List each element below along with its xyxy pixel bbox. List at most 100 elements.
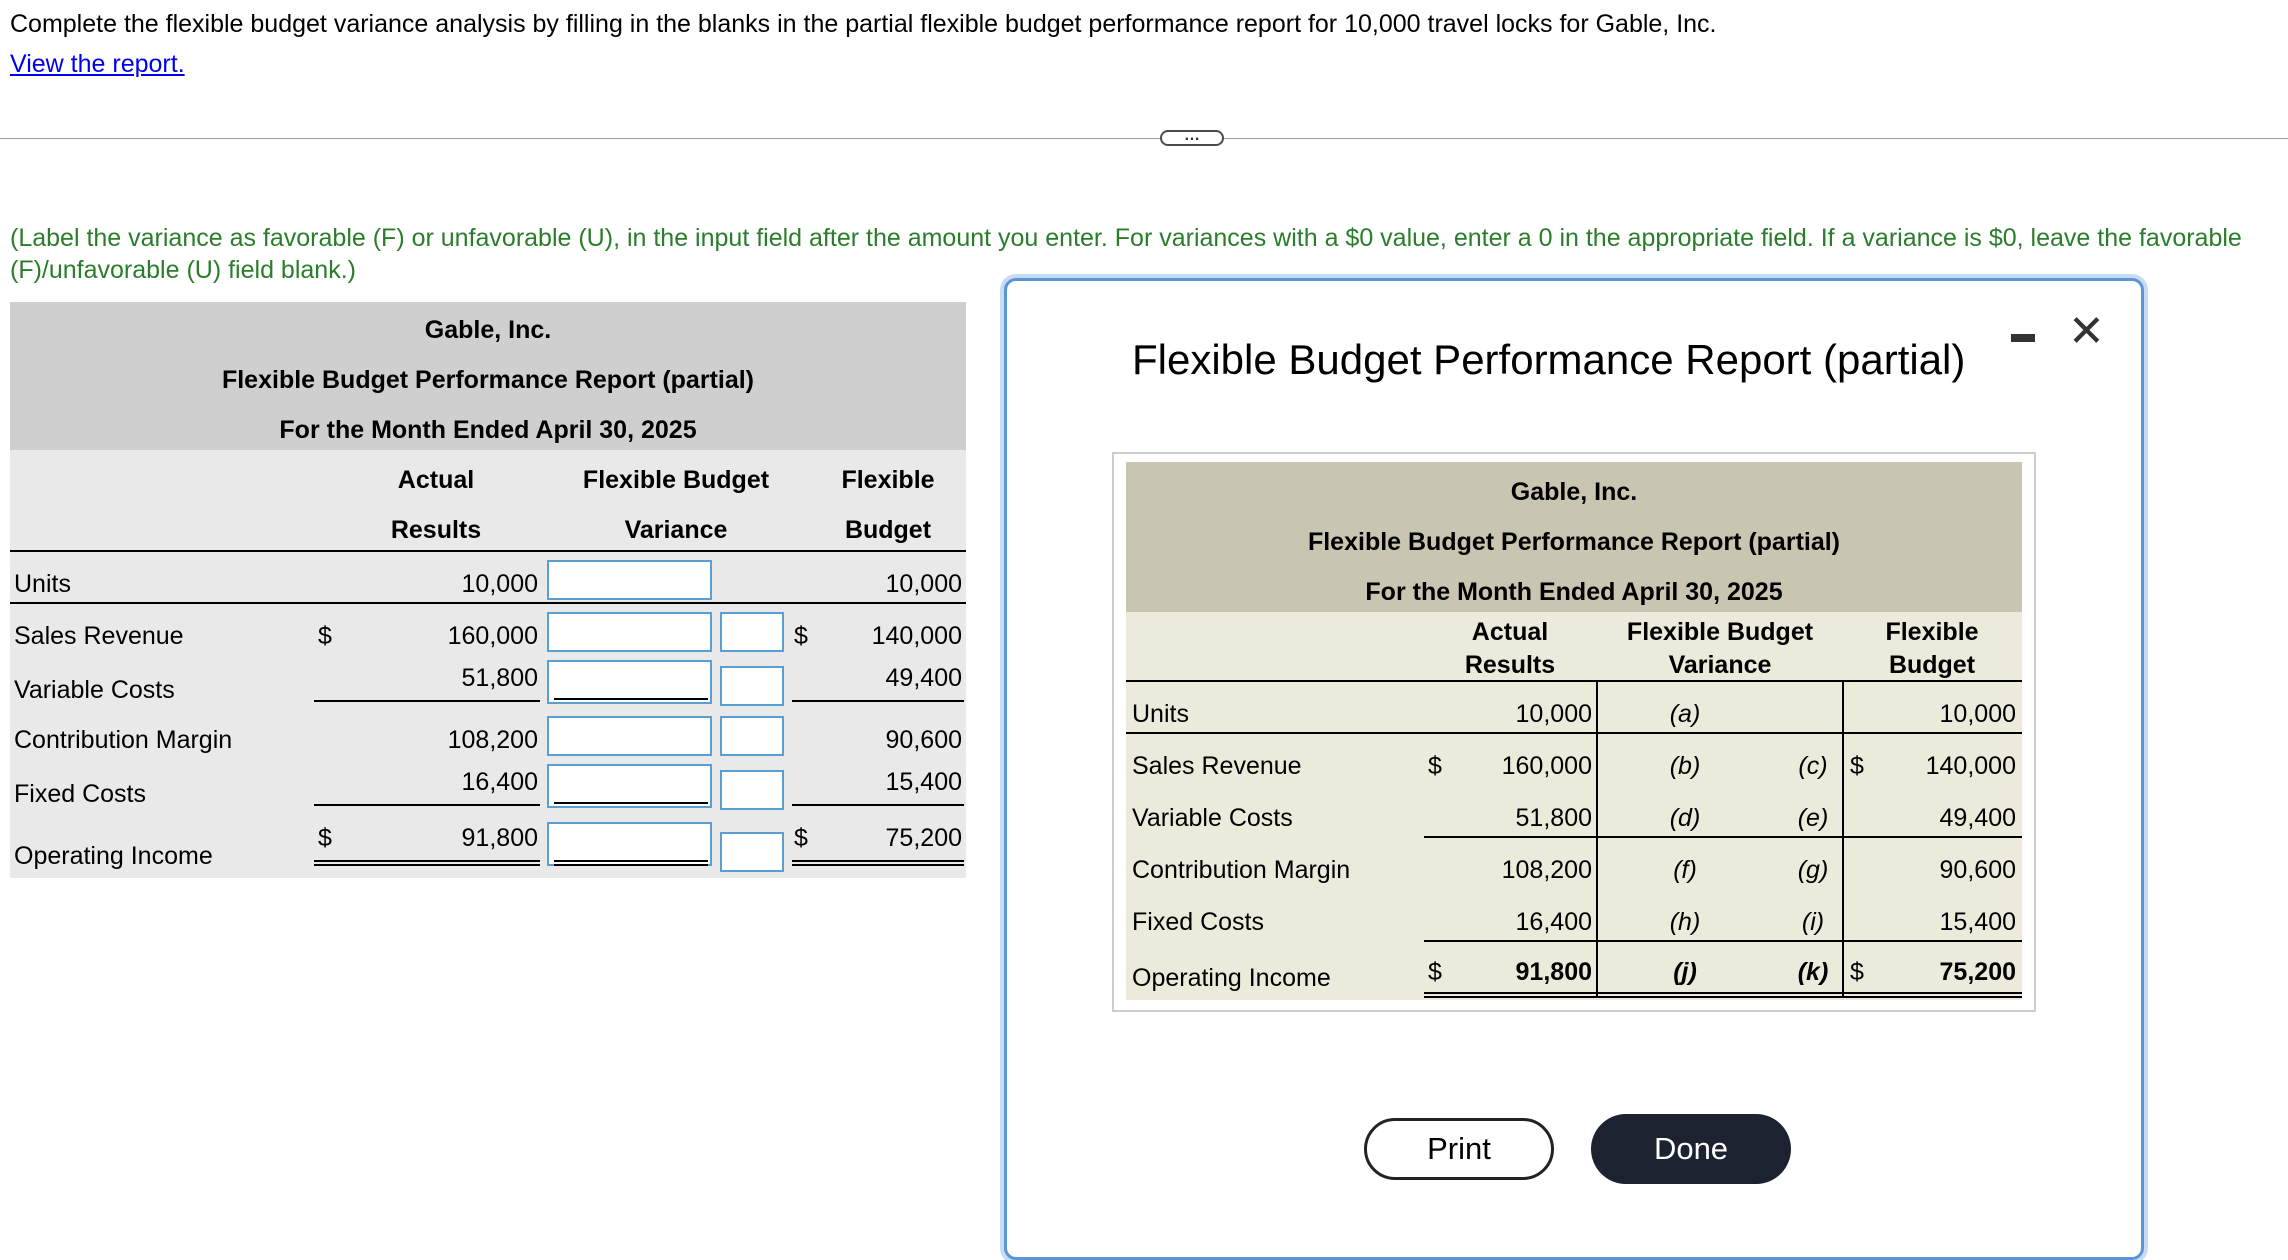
modal-operating-flex: 75,200 [1939,958,2016,986]
modal-variable-flex: 49,400 [1939,804,2016,832]
print-button[interactable]: Print [1364,1118,1554,1180]
modal-sales-dollar-sign: $ [1428,752,1442,780]
modal-report-title: Flexible Budget Performance Report (part… [1307,528,1841,556]
close-icon[interactable]: ✕ [2068,307,2105,356]
subtotal-rule [792,804,964,806]
row-label-sales: Sales Revenue [14,622,184,650]
modal-operating-dollar-sign: $ [1428,958,1442,986]
col-variance-header: Flexible Budget [582,466,770,494]
modal-variable-actual: 51,800 [1515,804,1592,832]
row-label-contribution: Contribution Margin [14,726,233,754]
left-report-header [10,302,966,450]
fixed-actual: 16,400 [461,768,538,796]
row-rule [10,602,966,604]
sales-actual: 160,000 [447,622,538,650]
modal-company-name: Gable, Inc. [1510,478,1638,506]
subtotal-rule [314,804,540,806]
row-label-operating-income: Operating Income [14,842,213,870]
view-report-link[interactable]: View the report. [10,50,185,78]
modal-operating-fu: (k) [1797,958,1829,986]
col-flex-header: Flexible [841,466,935,494]
modal-sales-variance: (b) [1669,752,1701,780]
modal-col-variance-header: Flexible Budget Variance [1626,618,1814,679]
modal-variable-fu: (e) [1797,804,1829,832]
sales-flex-dollar-sign: $ [794,622,808,650]
units-variance-input[interactable] [547,560,712,600]
modal-subtotal-rule [1424,940,2022,942]
col-flex-header-2: Budget [844,516,932,544]
fixed-flex: 15,400 [885,768,962,796]
modal-fixed-actual: 16,400 [1515,908,1592,936]
sales-dollar-sign: $ [318,622,332,650]
units-actual: 10,000 [461,570,538,598]
modal-row-rule [1126,732,2022,734]
modal-fixed-flex: 15,400 [1939,908,2016,936]
modal-header-rule [1126,680,2022,682]
modal-units-variance: (a) [1669,700,1701,728]
subtotal-rule [314,700,540,702]
modal-total-double-rule [1424,992,2022,998]
row-label-units: Units [14,570,71,598]
modal-variable-variance: (d) [1669,804,1701,832]
contribution-actual: 108,200 [447,726,538,754]
contribution-flex: 90,600 [885,726,962,754]
row-label-fixed-costs: Fixed Costs [14,780,146,808]
variable-variance-input[interactable] [547,660,712,704]
modal-col-flex-header: Flexible Budget [1885,618,1979,679]
modal-contribution-variance: (f) [1673,856,1697,884]
variable-fu-input[interactable] [720,666,784,706]
sales-fu-input[interactable] [720,612,784,652]
company-name: Gable, Inc. [424,316,552,344]
minimize-icon[interactable] [2011,334,2035,342]
modal-units-actual: 10,000 [1515,700,1592,728]
modal-units-flex: 10,000 [1939,700,2016,728]
contribution-variance-input[interactable] [547,716,712,756]
modal-row-label-fixed-costs: Fixed Costs [1132,908,1264,936]
operating-fu-input[interactable] [720,832,784,872]
expand-button[interactable]: … [1160,128,1224,146]
row-label-variable-costs: Variable Costs [14,676,175,704]
col-actual-header: Actual [397,466,475,494]
modal-col-separator [1596,682,1598,998]
done-button[interactable]: Done [1591,1114,1791,1184]
operating-flex: 75,200 [885,824,962,852]
subtotal-rule [792,700,964,702]
modal-report-header [1126,462,2022,612]
col-variance-header-2: Variance [624,516,728,544]
contribution-fu-input[interactable] [720,716,784,756]
modal-operating-variance: (j) [1673,958,1697,986]
units-flex: 10,000 [885,570,962,598]
modal-col-actual-header: Actual Results [1464,618,1556,679]
fixed-fu-input[interactable] [720,770,784,810]
modal-row-label-variable-costs: Variable Costs [1132,804,1293,832]
sales-variance-input[interactable] [547,612,712,652]
modal-sales-flex: 140,000 [1925,752,2016,780]
modal-report-body [1126,612,2022,1000]
modal-row-label-sales: Sales Revenue [1132,752,1302,780]
modal-contribution-flex: 90,600 [1939,856,2016,884]
fixed-variance-input[interactable] [547,764,712,808]
modal-contribution-fu: (g) [1797,856,1829,884]
variable-actual: 51,800 [461,664,538,692]
operating-dollar-sign: $ [318,824,332,852]
operating-actual: 91,800 [461,824,538,852]
operating-variance-input[interactable] [547,822,712,866]
subtotal-rule [554,698,708,700]
modal-row-label-operating-income: Operating Income [1132,964,1331,992]
divider [0,138,2288,139]
modal-fixed-variance: (h) [1669,908,1701,936]
modal-sales-flex-dollar-sign: $ [1850,752,1864,780]
total-double-rule [314,860,540,866]
modal-title: Flexible Budget Performance Report (part… [1132,336,1966,383]
modal-sales-fu: (c) [1798,752,1828,780]
total-double-rule [554,860,708,866]
modal-fixed-fu: (i) [1801,908,1825,936]
subtotal-rule [554,802,708,804]
operating-flex-dollar-sign: $ [794,824,808,852]
modal-report-period: For the Month Ended April 30, 2025 [1365,578,1783,606]
report-period: For the Month Ended April 30, 2025 [279,416,697,444]
question-text: Complete the flexible budget variance an… [10,10,1717,38]
instruction-text: (Label the variance as favorable (F) or … [10,224,2242,284]
left-report-table: Gable, Inc. Flexible Budget Performance … [10,302,966,878]
header-rule [10,550,966,552]
